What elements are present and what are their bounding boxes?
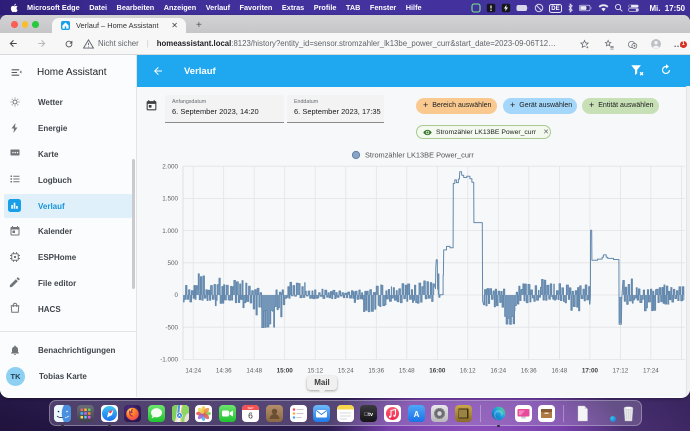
svg-text:1.500: 1.500 xyxy=(162,196,178,203)
svg-text:17:12: 17:12 xyxy=(613,368,629,375)
svg-text:6: 6 xyxy=(248,410,253,420)
svg-text:15:48: 15:48 xyxy=(399,368,415,375)
svg-text:14:48: 14:48 xyxy=(246,368,262,375)
svg-text:-1.000: -1.000 xyxy=(160,357,178,364)
svg-text:500: 500 xyxy=(167,260,178,267)
svg-text:16:12: 16:12 xyxy=(460,368,476,375)
svg-text:15:00: 15:00 xyxy=(277,368,294,375)
svg-text:0: 0 xyxy=(174,292,178,299)
svg-text:16:36: 16:36 xyxy=(521,368,537,375)
svg-text:tv: tv xyxy=(364,412,374,418)
svg-text:15:24: 15:24 xyxy=(338,368,354,375)
svg-text:14:24: 14:24 xyxy=(185,368,201,375)
svg-text:17:24: 17:24 xyxy=(643,368,659,375)
svg-text:14:36: 14:36 xyxy=(216,368,232,375)
svg-text:16:00: 16:00 xyxy=(429,368,446,375)
svg-text:A: A xyxy=(413,410,419,419)
svg-text:2.000: 2.000 xyxy=(162,163,178,170)
svg-text:16:48: 16:48 xyxy=(552,368,568,375)
svg-text:15:36: 15:36 xyxy=(368,368,384,375)
svg-text:Stromzähler LK13BE Power_curr: Stromzähler LK13BE Power_curr xyxy=(365,151,474,160)
svg-text:SEP: SEP xyxy=(248,405,254,409)
svg-text:16:24: 16:24 xyxy=(490,368,506,375)
svg-text:17:00: 17:00 xyxy=(582,368,599,375)
svg-text:15:12: 15:12 xyxy=(307,368,323,375)
svg-text:-500: -500 xyxy=(165,324,178,331)
svg-text:1.000: 1.000 xyxy=(162,228,178,235)
